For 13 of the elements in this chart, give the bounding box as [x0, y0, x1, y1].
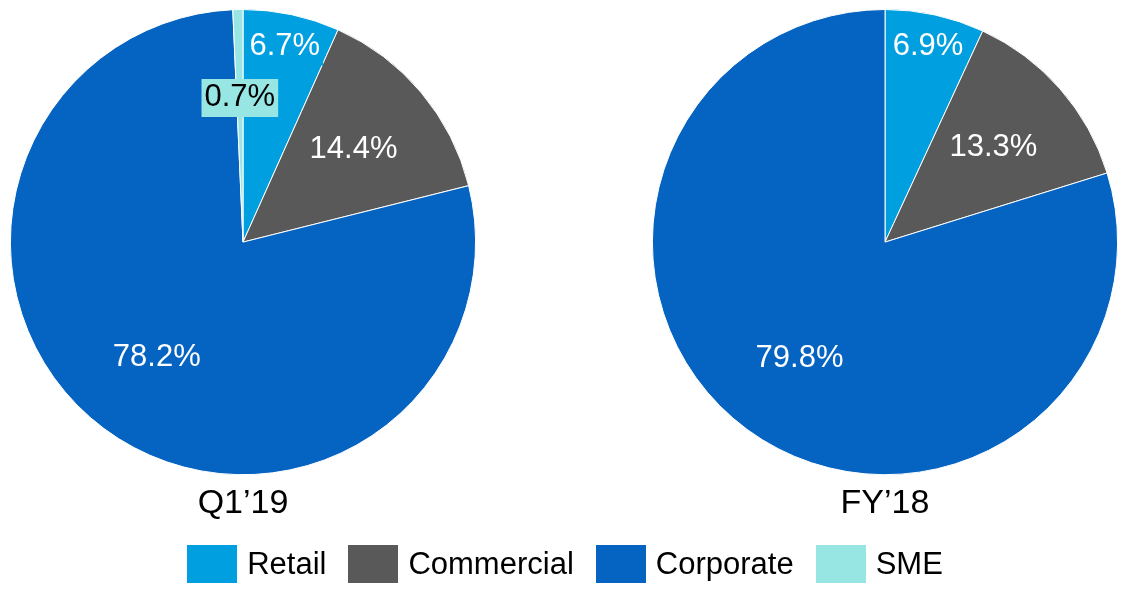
- data-label: 13.3%: [949, 127, 1038, 163]
- data-label: 79.8%: [755, 338, 844, 374]
- legend-label: Commercial: [408, 546, 574, 582]
- legend-label: Corporate: [655, 546, 794, 582]
- legend-label: Retail: [247, 546, 327, 582]
- data-label: 6.9%: [892, 27, 964, 63]
- data-label: 6.7%: [249, 27, 321, 63]
- data-label: 14.4%: [309, 130, 398, 166]
- data-label: 0.7%: [204, 78, 276, 114]
- text: Q1’19: [197, 481, 289, 520]
- legend-label: SME: [875, 546, 943, 582]
- text: FY’18: [840, 481, 930, 520]
- data-label: 78.2%: [112, 338, 201, 374]
